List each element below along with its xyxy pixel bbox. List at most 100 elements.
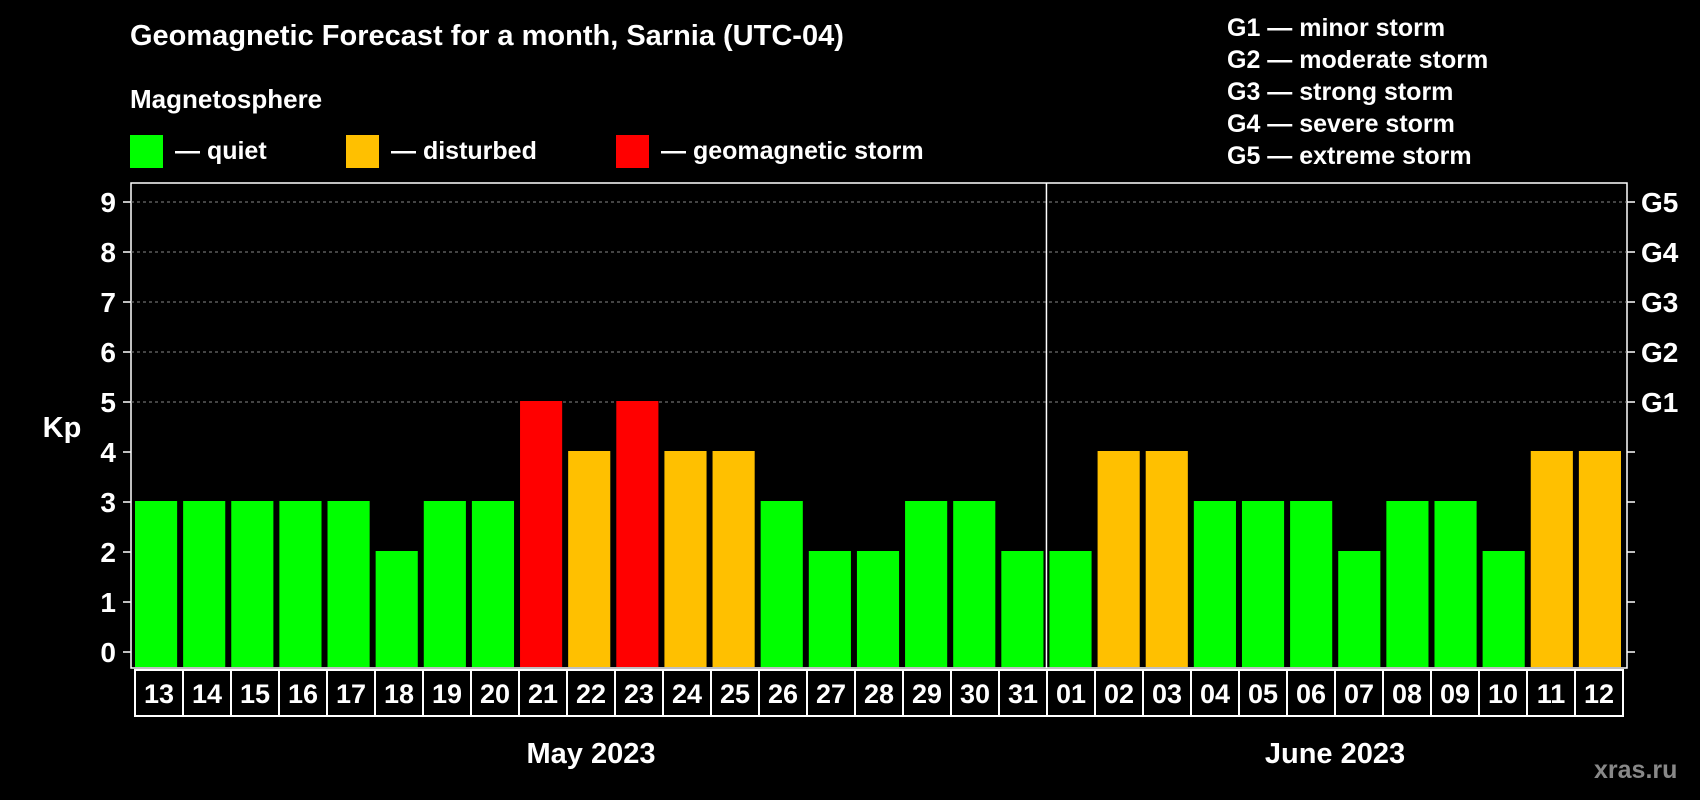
storm-scale-g3: G3 — strong storm bbox=[1227, 78, 1454, 106]
bar-24 bbox=[1290, 501, 1333, 667]
x-tick-label-23: 05 bbox=[1248, 679, 1278, 709]
bar-7 bbox=[471, 501, 515, 667]
storm-scale-g2: G2 — moderate storm bbox=[1227, 46, 1489, 74]
x-tick-label-24: 06 bbox=[1296, 679, 1326, 709]
magnetosphere-label: Magnetosphere bbox=[130, 84, 323, 114]
x-tick-label-7: 20 bbox=[480, 679, 510, 709]
bar-19 bbox=[1049, 551, 1092, 667]
x-tick-label-16: 29 bbox=[912, 679, 942, 709]
x-tick-label-22: 04 bbox=[1200, 679, 1230, 709]
legend-label-quiet: — quiet bbox=[175, 136, 267, 165]
y-tick-label-0: 0 bbox=[100, 637, 116, 668]
x-tick-label-5: 18 bbox=[384, 679, 414, 709]
bar-8 bbox=[520, 401, 563, 667]
bar-1 bbox=[183, 501, 226, 667]
x-tick-label-10: 23 bbox=[624, 679, 654, 709]
bar-2 bbox=[231, 501, 274, 667]
x-tick-label-14: 27 bbox=[816, 679, 846, 709]
legend-item-quiet: — quiet bbox=[130, 134, 267, 168]
y-tick-label-6: 6 bbox=[100, 337, 116, 368]
x-tick-label-12: 25 bbox=[720, 679, 750, 709]
bar-27 bbox=[1434, 501, 1477, 667]
x-tick-label-27: 09 bbox=[1440, 679, 1470, 709]
x-tick-label-21: 03 bbox=[1152, 679, 1182, 709]
legend-item-disturbed: — disturbed bbox=[346, 134, 537, 168]
bar-14 bbox=[808, 551, 851, 667]
x-tick-label-13: 26 bbox=[768, 679, 798, 709]
bar-30 bbox=[1578, 451, 1621, 667]
x-tick-label-0: 13 bbox=[144, 679, 174, 709]
y-tick-label-3: 3 bbox=[100, 487, 116, 518]
bar-15 bbox=[856, 551, 900, 667]
g-level-label-g1: G1 bbox=[1641, 387, 1678, 418]
bar-9 bbox=[568, 451, 611, 667]
bar-0 bbox=[135, 501, 178, 667]
bar-17 bbox=[953, 501, 996, 667]
chart-title: Geomagnetic Forecast for a month, Sarnia… bbox=[130, 20, 844, 52]
bar-12 bbox=[712, 451, 755, 667]
bar-16 bbox=[905, 501, 948, 667]
x-tick-label-3: 16 bbox=[288, 679, 318, 709]
storm-scale-g1: G1 — minor storm bbox=[1227, 14, 1446, 42]
storm-scale-g5: G5 — extreme storm bbox=[1227, 142, 1472, 170]
bar-28 bbox=[1482, 551, 1525, 667]
plot-frame bbox=[130, 182, 1628, 669]
bar-25 bbox=[1338, 551, 1381, 667]
y-tick-label-4: 4 bbox=[100, 437, 116, 468]
legend-item-storm: — geomagnetic storm bbox=[616, 134, 924, 168]
bar-23 bbox=[1241, 501, 1285, 667]
bar-26 bbox=[1386, 501, 1429, 667]
x-tick-label-30: 12 bbox=[1584, 679, 1614, 709]
bar-13 bbox=[760, 501, 803, 667]
bar-11 bbox=[664, 451, 707, 667]
x-tick-label-28: 10 bbox=[1488, 679, 1518, 709]
x-tick-label-15: 28 bbox=[864, 679, 894, 709]
bar-21 bbox=[1145, 451, 1188, 667]
x-tick-label-9: 22 bbox=[576, 679, 606, 709]
x-tick-label-20: 02 bbox=[1104, 679, 1134, 709]
date-axis-box bbox=[134, 669, 1624, 717]
x-tick-label-19: 01 bbox=[1056, 679, 1086, 709]
x-tick-label-17: 30 bbox=[960, 679, 990, 709]
x-tick-label-8: 21 bbox=[528, 679, 558, 709]
x-tick-label-29: 11 bbox=[1537, 679, 1566, 709]
bar-10 bbox=[616, 401, 659, 667]
x-tick-label-18: 31 bbox=[1008, 679, 1038, 709]
x-tick-label-2: 15 bbox=[240, 679, 270, 709]
g-level-label-g5: G5 bbox=[1641, 187, 1678, 218]
storm-swatch bbox=[616, 134, 649, 168]
legend-label-disturbed: — disturbed bbox=[391, 136, 537, 165]
month-label-1: June 2023 bbox=[1265, 738, 1405, 770]
y-tick-label-7: 7 bbox=[100, 287, 116, 318]
bar-29 bbox=[1530, 451, 1573, 667]
g-level-label-g4: G4 bbox=[1641, 237, 1679, 268]
x-tick-label-1: 14 bbox=[192, 679, 222, 709]
y-tick-label-5: 5 bbox=[100, 387, 116, 418]
bar-20 bbox=[1097, 451, 1140, 667]
quiet-swatch bbox=[130, 134, 163, 168]
y-tick-label-1: 1 bbox=[100, 587, 116, 618]
legend-label-storm: — geomagnetic storm bbox=[661, 136, 924, 165]
y-axis-label: Kp bbox=[43, 412, 82, 444]
x-tick-label-11: 24 bbox=[672, 679, 702, 709]
g-level-label-g2: G2 bbox=[1641, 337, 1678, 368]
bar-4 bbox=[327, 501, 370, 667]
y-tick-label-8: 8 bbox=[100, 237, 116, 268]
y-tick-label-2: 2 bbox=[100, 537, 116, 568]
x-tick-label-26: 08 bbox=[1392, 679, 1422, 709]
storm-scale-legend: G1 — minor storm G2 — moderate storm G3 … bbox=[1227, 12, 1488, 172]
x-tick-label-6: 19 bbox=[432, 679, 462, 709]
y-tick-label-9: 9 bbox=[100, 187, 116, 218]
x-tick-label-4: 17 bbox=[336, 679, 366, 709]
month-label-0: May 2023 bbox=[527, 738, 656, 770]
bar-6 bbox=[423, 501, 466, 667]
bar-3 bbox=[279, 501, 322, 667]
watermark: xras.ru bbox=[1594, 756, 1678, 784]
bar-5 bbox=[375, 551, 418, 667]
disturbed-swatch bbox=[346, 134, 379, 168]
bar-22 bbox=[1193, 501, 1236, 667]
g-level-label-g3: G3 bbox=[1641, 287, 1678, 318]
bar-18 bbox=[1001, 551, 1044, 667]
x-tick-label-25: 07 bbox=[1344, 679, 1374, 709]
